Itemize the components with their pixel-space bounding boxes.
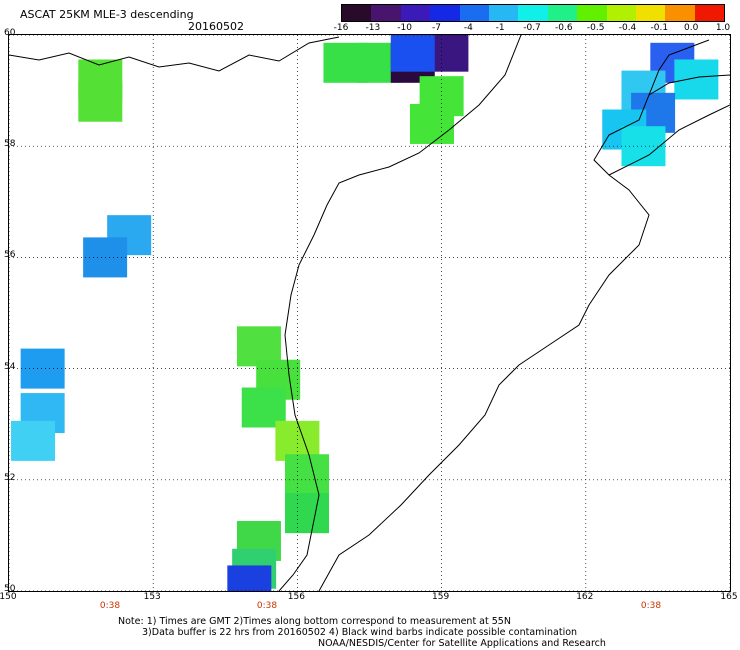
longitude-label: 150 <box>0 592 17 602</box>
color-scale-label: 0.0 <box>683 23 699 33</box>
longitude-label: 159 <box>432 592 450 602</box>
color-scale-segment <box>400 5 431 21</box>
color-scale-labels: -16 -13 -10 -7 -4 -1 -0.7 -0.6 -0.5 -0.4 -0.1 0.0 1.… <box>331 23 733 37</box>
color-scale-label: -7 <box>432 23 441 33</box>
wind-data-patch <box>621 126 666 167</box>
color-scale-bar <box>341 4 725 22</box>
wind-data-patch <box>285 493 330 534</box>
time-label: 0:38 <box>99 601 121 611</box>
wind-data-patch <box>241 387 286 428</box>
wind-data-patch <box>409 103 454 144</box>
color-scale-segment <box>459 5 489 21</box>
footnote: Note: 1) Times are GMT 2)Times along bot… <box>118 616 606 649</box>
latitude-label: 56 <box>4 250 16 261</box>
coastline-bay <box>648 74 730 96</box>
wind-data-patch <box>78 81 123 122</box>
color-scale-label: -4 <box>463 23 473 33</box>
latitude-label: 50 <box>4 584 16 594</box>
coastline-koryak <box>608 104 730 176</box>
coastline-kamchatka-east <box>318 39 710 591</box>
color-scale-label: 1.0 <box>715 23 731 33</box>
map-title: ASCAT 25KM MLE-3 descending <box>20 8 194 21</box>
latitude-label: 58 <box>4 139 16 150</box>
color-scale-label: -0.6 <box>555 23 573 33</box>
color-scale-segment <box>606 5 636 21</box>
color-scale-label: -0.4 <box>618 23 637 33</box>
color-scale-segment <box>547 5 578 21</box>
color-scale-segment <box>694 5 725 21</box>
map-area <box>8 34 731 592</box>
color-scale-segment <box>665 5 695 21</box>
coastline-kamchatka <box>278 35 522 591</box>
footnote-line-3: NOAA/NESDIS/Center for Satellite Applica… <box>318 638 606 649</box>
latitude-label: 60 <box>4 28 16 38</box>
color-scale-segment <box>371 5 401 21</box>
color-scale-label: -0.5 <box>586 23 605 33</box>
color-scale-segment <box>518 5 548 21</box>
wind-data-patch <box>674 59 719 100</box>
footnote-line-2: 3)Data buffer is 22 hrs from 20160502 4)… <box>142 627 578 638</box>
longitude-label: 162 <box>576 592 594 602</box>
color-scale-segment <box>488 5 519 21</box>
wind-data-patch <box>236 326 281 367</box>
latitude-label: 54 <box>4 361 16 372</box>
color-scale-segment <box>430 5 460 21</box>
wind-data-patch <box>227 565 272 591</box>
longitude-label: 153 <box>143 592 161 602</box>
wind-data-patch <box>11 420 56 461</box>
color-scale-segment <box>635 5 666 21</box>
wind-data-patch <box>390 35 435 72</box>
time-label: 0:38 <box>640 601 662 611</box>
time-label: 0:38 <box>256 601 278 611</box>
coastline-north <box>9 36 340 72</box>
map-date: 20160502 <box>188 20 244 33</box>
color-scale-label: -10 <box>397 23 413 33</box>
footnote-line-1: Note: 1) Times are GMT 2)Times along bot… <box>118 616 511 627</box>
color-scale-label: -0.1 <box>650 23 669 33</box>
color-scale-segment <box>577 5 607 21</box>
wind-data-patch <box>285 454 330 495</box>
color-scale-label: -13 <box>365 23 381 33</box>
color-scale-label: -0.7 <box>523 23 541 33</box>
longitude-label: 165 <box>720 592 738 602</box>
color-scale-label: -1 <box>495 23 505 33</box>
longitude-label: 156 <box>287 592 305 602</box>
color-scale-label: -16 <box>333 23 349 33</box>
latitude-label: 52 <box>4 472 16 483</box>
wind-data-patch <box>20 348 65 389</box>
map-canvas <box>9 35 730 591</box>
color-scale-segment <box>342 5 372 21</box>
